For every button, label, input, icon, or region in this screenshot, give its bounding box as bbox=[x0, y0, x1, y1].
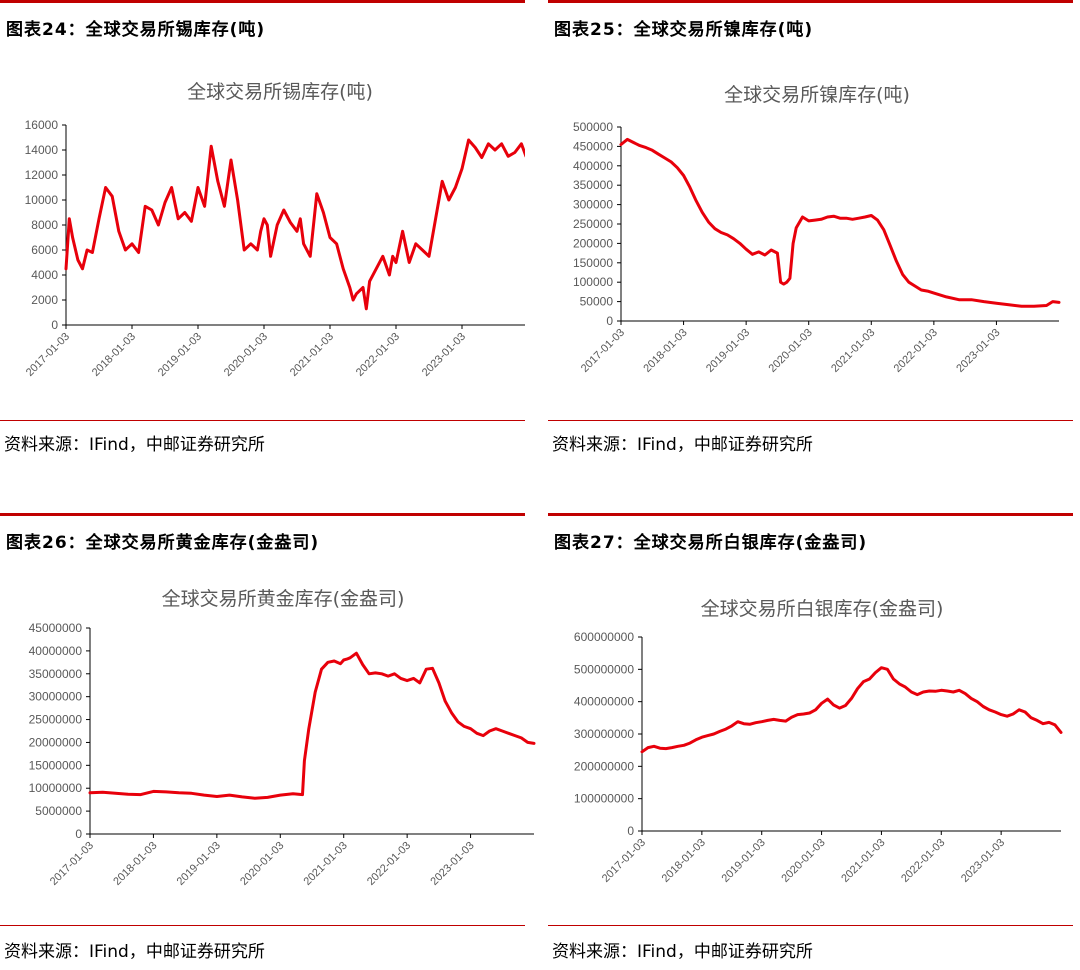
x-tick-label: 2017-01-03 bbox=[600, 837, 648, 885]
panel-bottom-rule bbox=[548, 420, 1073, 421]
y-tick-label: 400000000 bbox=[574, 695, 634, 709]
panel-heading: 图表27：全球交易所白银库存(金盎司) bbox=[554, 533, 868, 553]
y-tick-label: 300000000 bbox=[574, 727, 634, 741]
panel-top-rule bbox=[0, 0, 525, 3]
panel-bottom-rule bbox=[548, 925, 1073, 926]
y-tick-label: 500000000 bbox=[574, 662, 634, 676]
y-tick-label: 0 bbox=[627, 824, 634, 838]
y-tick-label: 35000000 bbox=[29, 667, 83, 681]
y-tick-label: 100000 bbox=[573, 275, 613, 289]
panel-silver: 图表27：全球交易所白银库存(金盎司) 全球交易所白银库存(金盎司) 600000… bbox=[548, 513, 1073, 968]
y-tick-label: 0 bbox=[51, 318, 58, 332]
x-tick-label: 2020-01-03 bbox=[767, 327, 815, 375]
y-tick-label: 400000 bbox=[573, 159, 613, 173]
series-line bbox=[640, 666, 1063, 754]
x-tick-label: 2022-01-03 bbox=[899, 837, 947, 885]
y-tick-label: 200000 bbox=[573, 236, 613, 250]
x-tick-label: 2019-01-03 bbox=[175, 840, 223, 888]
silver-chart: 全球交易所白银库存(金盎司) 600000000 500000000 40000000… bbox=[574, 598, 1063, 885]
y-tick-label: 250000 bbox=[573, 217, 613, 231]
y-tick-label: 4000 bbox=[31, 268, 58, 282]
y-tick-label: 12000 bbox=[25, 168, 59, 182]
x-tick-label: 2021-01-03 bbox=[302, 840, 350, 888]
y-tick-label: 600000000 bbox=[574, 630, 634, 644]
y-tick-label: 25000000 bbox=[29, 713, 83, 727]
source-note: 资料来源：IFind，中邮证券研究所 bbox=[4, 435, 265, 455]
panel-tin: 图表24：全球交易所锡库存(吨) 全球交易所锡库存(吨) 16000 14000 12… bbox=[0, 0, 525, 455]
source-note: 资料来源：IFind，中邮证券研究所 bbox=[4, 942, 265, 962]
y-tick-label: 40000000 bbox=[29, 644, 83, 658]
x-tick-label: 2021-01-03 bbox=[839, 837, 887, 885]
y-tick-label: 5000000 bbox=[35, 804, 82, 818]
x-tick-label: 2021-01-03 bbox=[829, 327, 877, 375]
series-line bbox=[88, 651, 536, 800]
x-tick-label: 2019-01-03 bbox=[720, 837, 768, 885]
x-tick-label: 2018-01-03 bbox=[641, 327, 689, 375]
y-tick-label: 200000000 bbox=[574, 759, 634, 773]
panel-heading: 图表26：全球交易所黄金库存(金盎司) bbox=[6, 533, 320, 553]
x-tick-label: 2023-01-03 bbox=[954, 327, 1002, 375]
x-tick-label: 2018-01-03 bbox=[660, 837, 708, 885]
source-note: 资料来源：IFind，中邮证券研究所 bbox=[552, 435, 813, 455]
x-tick-label: 2020-01-03 bbox=[779, 837, 827, 885]
y-tick-label: 300000 bbox=[573, 198, 613, 212]
chart-title: 全球交易所镍库存(吨) bbox=[724, 84, 910, 106]
panel-gold: 图表26：全球交易所黄金库存(金盎司) 全球交易所黄金库存(金盎司) 450000… bbox=[0, 513, 536, 968]
panel-bottom-rule bbox=[0, 420, 525, 421]
x-tick-label: 2023-01-03 bbox=[420, 331, 468, 379]
x-tick-label: 2022-01-03 bbox=[354, 331, 402, 379]
y-tick-label: 0 bbox=[75, 827, 82, 841]
x-tick-label: 2019-01-03 bbox=[704, 327, 752, 375]
y-tick-label: 100000000 bbox=[574, 792, 634, 806]
y-tick-label: 10000000 bbox=[29, 781, 83, 795]
y-tick-label: 150000 bbox=[573, 256, 613, 270]
y-tick-label: 2000 bbox=[31, 293, 58, 307]
chart-title: 全球交易所锡库存(吨) bbox=[187, 81, 373, 103]
x-tick-label: 2018-01-03 bbox=[111, 840, 159, 888]
tin-chart: 全球交易所锡库存(吨) 16000 14000 12000 10000 8000 6000 4… bbox=[24, 81, 525, 379]
y-tick-label: 10000 bbox=[25, 193, 59, 207]
y-tick-label: 0 bbox=[606, 314, 613, 328]
x-tick-label: 2021-01-03 bbox=[288, 331, 336, 379]
chart-title: 全球交易所黄金库存(金盎司) bbox=[162, 588, 405, 610]
x-tick-label: 2020-01-03 bbox=[222, 331, 270, 379]
y-tick-label: 350000 bbox=[573, 178, 613, 192]
y-tick-label: 30000000 bbox=[29, 690, 83, 704]
y-tick-label: 14000 bbox=[25, 143, 59, 157]
panel-top-rule bbox=[0, 513, 525, 516]
y-tick-label: 20000000 bbox=[29, 735, 83, 749]
y-tick-label: 450000 bbox=[573, 139, 613, 153]
source-note: 资料来源：IFind，中邮证券研究所 bbox=[552, 942, 813, 962]
y-tick-label: 16000 bbox=[25, 118, 59, 132]
x-tick-label: 2019-01-03 bbox=[156, 331, 204, 379]
x-tick-label: 2022-01-03 bbox=[892, 327, 940, 375]
y-tick-label: 6000 bbox=[31, 243, 58, 257]
panel-nickel: 图表25：全球交易所镍库存(吨) 全球交易所镍库存(吨) 500000 450000… bbox=[548, 0, 1073, 455]
y-tick-label: 45000000 bbox=[29, 621, 83, 635]
y-tick-label: 500000 bbox=[573, 120, 613, 134]
x-tick-label: 2022-01-03 bbox=[365, 840, 413, 888]
panel-heading: 图表24：全球交易所锡库存(吨) bbox=[6, 20, 266, 40]
x-tick-label: 2023-01-03 bbox=[428, 840, 476, 888]
series-line bbox=[619, 137, 1061, 308]
series-line bbox=[64, 138, 525, 311]
y-tick-label: 15000000 bbox=[29, 758, 83, 772]
panel-bottom-rule bbox=[0, 925, 525, 926]
gold-chart: 全球交易所黄金库存(金盎司) 45000000 40000000 35000000 30… bbox=[29, 588, 536, 888]
y-tick-label: 8000 bbox=[31, 218, 58, 232]
x-tick-label: 2017-01-03 bbox=[48, 840, 96, 888]
x-tick-label: 2017-01-03 bbox=[579, 327, 627, 375]
panel-top-rule bbox=[548, 513, 1073, 516]
chart-title: 全球交易所白银库存(金盎司) bbox=[701, 598, 944, 620]
x-tick-label: 2018-01-03 bbox=[90, 331, 138, 379]
x-tick-label: 2017-01-03 bbox=[24, 331, 72, 379]
nickel-chart: 全球交易所镍库存(吨)50000045000040000035000030000… bbox=[573, 84, 1061, 375]
panel-heading: 图表25：全球交易所镍库存(吨) bbox=[554, 20, 814, 40]
x-tick-label: 2020-01-03 bbox=[238, 840, 286, 888]
y-tick-label: 50000 bbox=[580, 295, 614, 309]
x-tick-label: 2023-01-03 bbox=[959, 837, 1007, 885]
panel-top-rule bbox=[548, 0, 1073, 3]
